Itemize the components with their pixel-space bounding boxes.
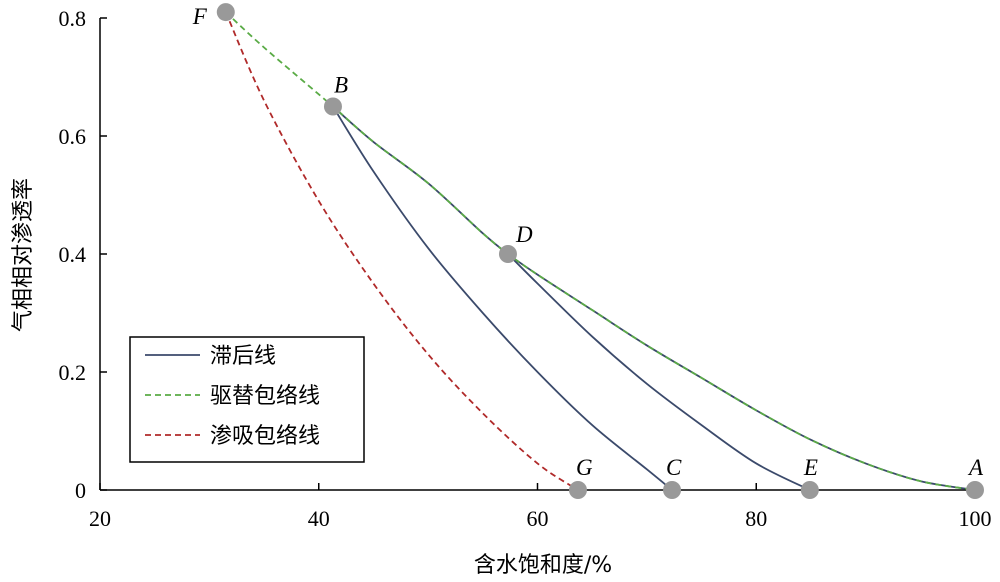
y-tick-label: 0.6 — [59, 124, 87, 149]
drainage-envelope-curve — [225, 11, 976, 491]
point-b-label: B — [334, 73, 348, 98]
point-f-label: F — [192, 4, 208, 29]
point-g-marker — [568, 481, 587, 499]
point-c-marker — [663, 481, 682, 499]
curves — [224, 11, 976, 491]
point-e-marker — [800, 481, 819, 499]
point-a-marker — [966, 481, 984, 499]
point-d-label: D — [515, 222, 533, 247]
point-markers: F B D G C E A — [192, 3, 984, 499]
x-tick-label: 20 — [89, 506, 111, 531]
y-tick-label: 0.4 — [59, 242, 87, 267]
y-tick-label: 0.2 — [59, 360, 87, 385]
y-axis-title: 气相相对渗透率 — [11, 178, 36, 332]
legend-label-hysteresis-line: 滞后线 — [210, 344, 276, 369]
x-tick-label: 80 — [745, 506, 767, 531]
legend-label-drainage-envelope: 驱替包络线 — [210, 384, 320, 409]
x-tick-label: 60 — [527, 506, 549, 531]
point-d-marker — [498, 245, 517, 263]
point-c-label: C — [666, 455, 682, 480]
x-tick-label: 40 — [308, 506, 330, 531]
point-e-label: E — [803, 455, 818, 480]
legend-label-imbibition-envelope: 渗吸包络线 — [210, 424, 320, 449]
x-axis-title: 含水饱和度/% — [474, 553, 612, 578]
point-f-marker — [216, 3, 235, 22]
hysteresis-line-curve — [332, 106, 673, 491]
point-b-marker — [323, 97, 342, 116]
point-g-label: G — [576, 455, 593, 480]
y-tick-label: 0.8 — [59, 6, 87, 31]
point-a-label: A — [967, 455, 984, 480]
legend-box — [129, 336, 365, 463]
hysteresis-line-curve — [507, 253, 811, 491]
imbibition-envelope-curve — [224, 11, 579, 491]
y-tick-label: 0 — [75, 478, 86, 503]
hysteresis-line-curve — [332, 105, 976, 491]
x-tick-label: 100 — [959, 506, 992, 531]
axes: 20 40 60 80 100 0 0.2 0.4 0.6 0.8 — [59, 6, 992, 531]
